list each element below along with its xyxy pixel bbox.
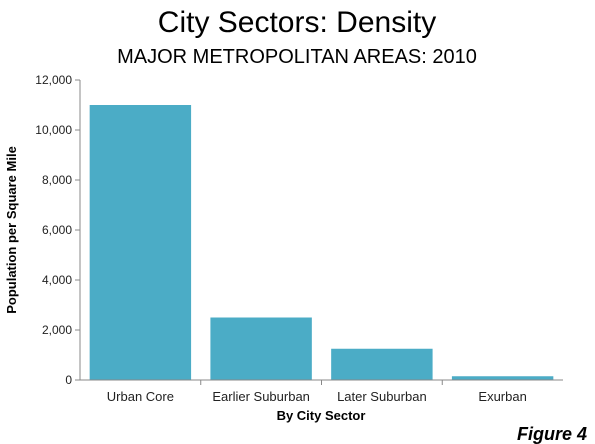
y-tick-label: 8,000: [42, 173, 72, 187]
x-category-label: Urban Core: [107, 389, 174, 404]
bar-exurban: [451, 376, 554, 380]
y-tick-label: 6,000: [42, 223, 72, 237]
y-tick-label: 2,000: [42, 323, 72, 337]
y-tick-label: 12,000: [35, 73, 72, 87]
x-category-label: Earlier Suburban: [212, 389, 310, 404]
y-tick-label: 4,000: [42, 273, 72, 287]
y-tick-label: 10,000: [35, 123, 72, 137]
chart-title: City Sectors: Density: [158, 6, 436, 39]
y-tick-label: 0: [65, 373, 72, 387]
plot-area: 0 2,000 4,000 6,000 8,000 10,000 12,000 Urban C…: [35, 73, 554, 404]
bar-urban-core: [89, 105, 192, 380]
bar-earlier-suburban: [210, 317, 312, 380]
x-axis-label: By City Sector: [277, 408, 366, 423]
x-category-label: Exurban: [478, 389, 526, 404]
x-category-label: Later Suburban: [337, 389, 427, 404]
chart-subtitle: MAJOR METROPOLITAN AREAS: 2010: [117, 46, 477, 68]
y-axis-label: Population per Square Mile: [4, 146, 19, 314]
figure-label: Figure 4: [517, 424, 587, 444]
bar-later-suburban: [331, 348, 433, 380]
